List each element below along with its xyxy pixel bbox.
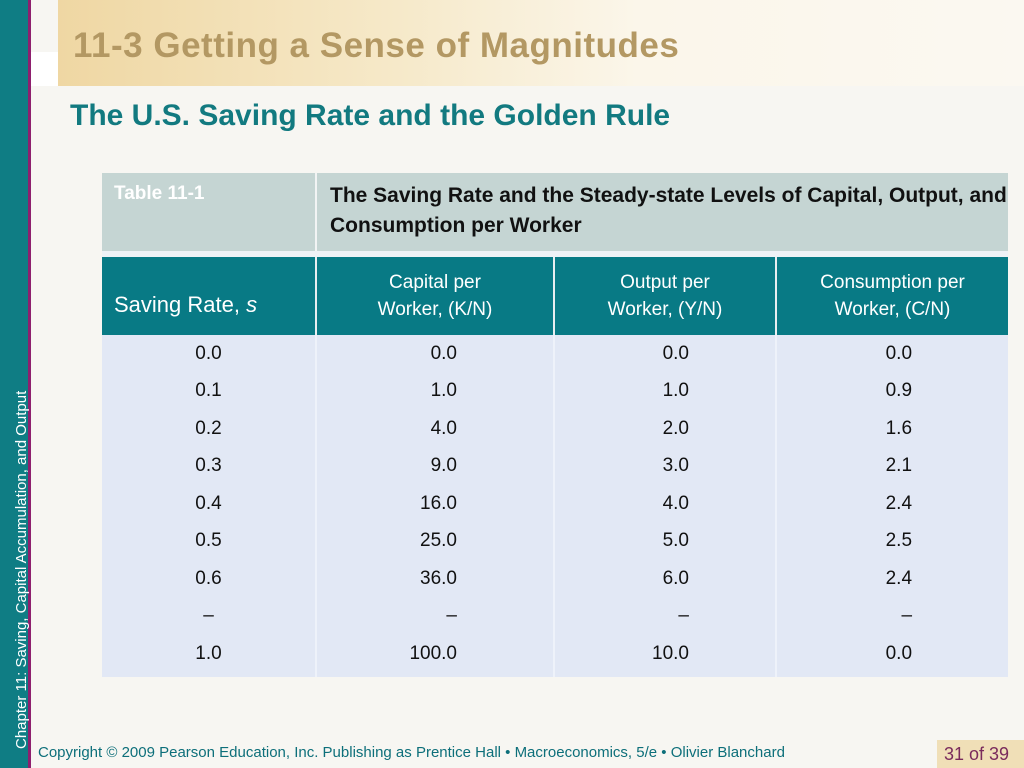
- cell-capital: 25.0: [315, 522, 554, 560]
- cell-saving-rate: –: [102, 597, 316, 635]
- table-row: – – – –: [102, 597, 1009, 635]
- cell-output: 6.0: [553, 560, 776, 598]
- page-number: 31 of 39: [944, 744, 1010, 764]
- side-bar: [0, 0, 28, 768]
- cell-consumption: 0.9: [774, 372, 1009, 410]
- header-consumption-line1: Consumption per: [820, 272, 965, 293]
- title-band-corner: [31, 52, 58, 86]
- table-row: 0.6 36.0 6.0 2.4: [102, 560, 1009, 598]
- side-bar-edge: [28, 0, 31, 768]
- cell-capital: 4.0: [315, 410, 554, 448]
- cell-capital: 0.0: [315, 335, 554, 373]
- cell-capital: –: [315, 597, 554, 635]
- cell-output: –: [553, 597, 776, 635]
- header-capital-line2: Worker, (K/N): [377, 299, 493, 320]
- header-saving-rate-text: Saving Rate,: [114, 291, 247, 317]
- cell-saving-rate: 0.4: [102, 485, 316, 523]
- cell-output: 1.0: [553, 372, 776, 410]
- cell-output: 0.0: [553, 335, 776, 373]
- table-id-label: Table 11-1: [102, 173, 316, 251]
- data-table: Table 11-1 The Saving Rate and the Stead…: [102, 173, 1009, 677]
- title-band: [58, 0, 1024, 86]
- cell-consumption: 2.4: [774, 485, 1009, 523]
- cell-consumption: 2.5: [774, 522, 1009, 560]
- table-row: 0.3 9.0 3.0 2.1: [102, 447, 1009, 485]
- table-caption: The Saving Rate and the Steady-state Lev…: [314, 173, 1009, 251]
- chapter-side-label: Chapter 11: Saving, Capital Accumulation…: [13, 390, 30, 749]
- header-saving-rate-var: s: [246, 291, 258, 317]
- table-caption-row: Table 11-1 The Saving Rate and the Stead…: [102, 173, 1009, 251]
- cell-capital: 36.0: [315, 560, 554, 598]
- cell-consumption: 2.1: [774, 447, 1009, 485]
- slide-title: 11-3 Getting a Sense of Magnitudes: [73, 26, 680, 65]
- table-row: 0.1 1.0 1.0 0.9: [102, 372, 1009, 410]
- header-consumption-line2: Worker, (C/N): [834, 299, 951, 320]
- cell-output: 2.0: [553, 410, 776, 448]
- cell-output: 5.0: [553, 522, 776, 560]
- cell-consumption: 2.4: [774, 560, 1009, 598]
- cell-consumption: 0.0: [774, 335, 1009, 373]
- cell-saving-rate: 0.2: [102, 410, 316, 448]
- header-saving-rate: Saving Rate, s: [102, 257, 316, 335]
- cell-capital: 1.0: [315, 372, 554, 410]
- page-number-box: [937, 740, 1024, 768]
- cell-saving-rate: 0.5: [102, 522, 316, 560]
- cell-output: 4.0: [553, 485, 776, 523]
- header-output: Output per Worker, (Y/N): [553, 257, 776, 335]
- header-consumption: Consumption per Worker, (C/N): [774, 257, 1009, 335]
- table-row: 0.2 4.0 2.0 1.6: [102, 410, 1009, 448]
- table-row: 0.0 0.0 0.0 0.0: [102, 335, 1009, 373]
- cell-saving-rate: 0.6: [102, 560, 316, 598]
- slide-subtitle: The U.S. Saving Rate and the Golden Rule: [70, 99, 671, 132]
- cell-saving-rate: 0.3: [102, 447, 316, 485]
- table-row: 0.4 16.0 4.0 2.4: [102, 485, 1009, 523]
- cell-output: 10.0: [553, 635, 776, 677]
- table-row: 1.0 100.0 10.0 0.0: [102, 635, 1009, 677]
- header-output-line1: Output per: [620, 272, 710, 293]
- cell-saving-rate: 0.0: [102, 335, 316, 373]
- cell-capital: 100.0: [315, 635, 554, 677]
- header-output-line2: Worker, (Y/N): [607, 299, 723, 320]
- cell-consumption: –: [774, 597, 1009, 635]
- cell-saving-rate: 1.0: [102, 635, 316, 677]
- cell-saving-rate: 0.1: [102, 372, 316, 410]
- header-capital-line1: Capital per: [389, 272, 481, 293]
- table-row: 0.5 25.0 5.0 2.5: [102, 522, 1009, 560]
- header-capital: Capital per Worker, (K/N): [315, 257, 554, 335]
- table-header-row: Saving Rate, s Capital per Worker, (K/N) …: [102, 257, 1009, 335]
- cell-capital: 16.0: [315, 485, 554, 523]
- cell-consumption: 0.0: [774, 635, 1009, 677]
- cell-capital: 9.0: [315, 447, 554, 485]
- cell-output: 3.0: [553, 447, 776, 485]
- copyright-footer: Copyright © 2009 Pearson Education, Inc.…: [38, 744, 785, 761]
- cell-consumption: 1.6: [774, 410, 1009, 448]
